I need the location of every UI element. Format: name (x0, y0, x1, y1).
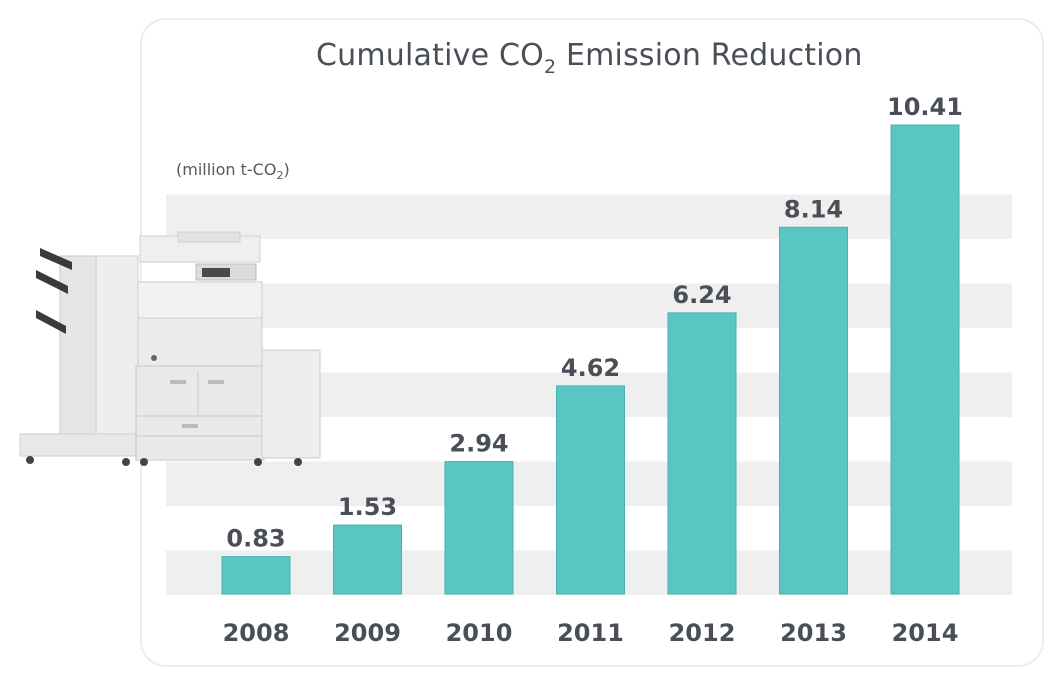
grid-band (166, 194, 1012, 239)
value-label-2008: 0.83 (226, 525, 285, 553)
chart-title-subscript: 2 (543, 56, 557, 78)
unit-label: (million t-CO2) (176, 160, 290, 182)
bar-2013 (779, 226, 848, 595)
bar-2014 (890, 124, 960, 595)
value-label-2012: 6.24 (672, 281, 731, 309)
value-label-2009: 1.53 (338, 493, 397, 521)
x-tick-label-2010: 2010 (446, 619, 513, 647)
unit-label-rest: ) (283, 160, 290, 179)
bars-group (221, 124, 960, 595)
unit-label-subscript: 2 (276, 169, 284, 182)
x-tick-label-2013: 2013 (780, 619, 847, 647)
value-labels-group: 0.83 1.53 2.94 4.62 6.24 8.14 10.41 (226, 93, 963, 553)
chart-title: Cumulative CO2 Emission Reduction (316, 38, 863, 77)
x-tick-label-2011: 2011 (557, 619, 624, 647)
value-label-2011: 4.62 (561, 354, 620, 382)
chart-title-main: Cumulative CO (316, 38, 544, 73)
grid-band (166, 283, 1012, 328)
chart-title-rest: Emission Reduction (556, 38, 863, 73)
x-tick-label-2008: 2008 (223, 619, 290, 647)
value-label-2010: 2.94 (449, 430, 508, 458)
x-tick-label-2012: 2012 (669, 619, 736, 647)
x-tick-label-2009: 2009 (334, 619, 401, 647)
bar-2008 (221, 556, 291, 595)
bar-2009 (333, 524, 402, 595)
printer-illustration (19, 231, 321, 466)
bar-2011 (556, 385, 625, 595)
value-label-2013: 8.14 (784, 195, 843, 223)
x-tick-labels-group: 2008 2009 2010 2011 2012 2013 2014 (223, 619, 959, 647)
unit-label-main: (million t-CO (176, 160, 277, 179)
grid-band (166, 150, 1012, 195)
bar-2012 (667, 312, 737, 595)
grid-band (166, 239, 1012, 284)
value-label-2014: 10.41 (887, 93, 963, 121)
bar-2010 (444, 461, 514, 595)
x-tick-label-2014: 2014 (892, 619, 959, 647)
